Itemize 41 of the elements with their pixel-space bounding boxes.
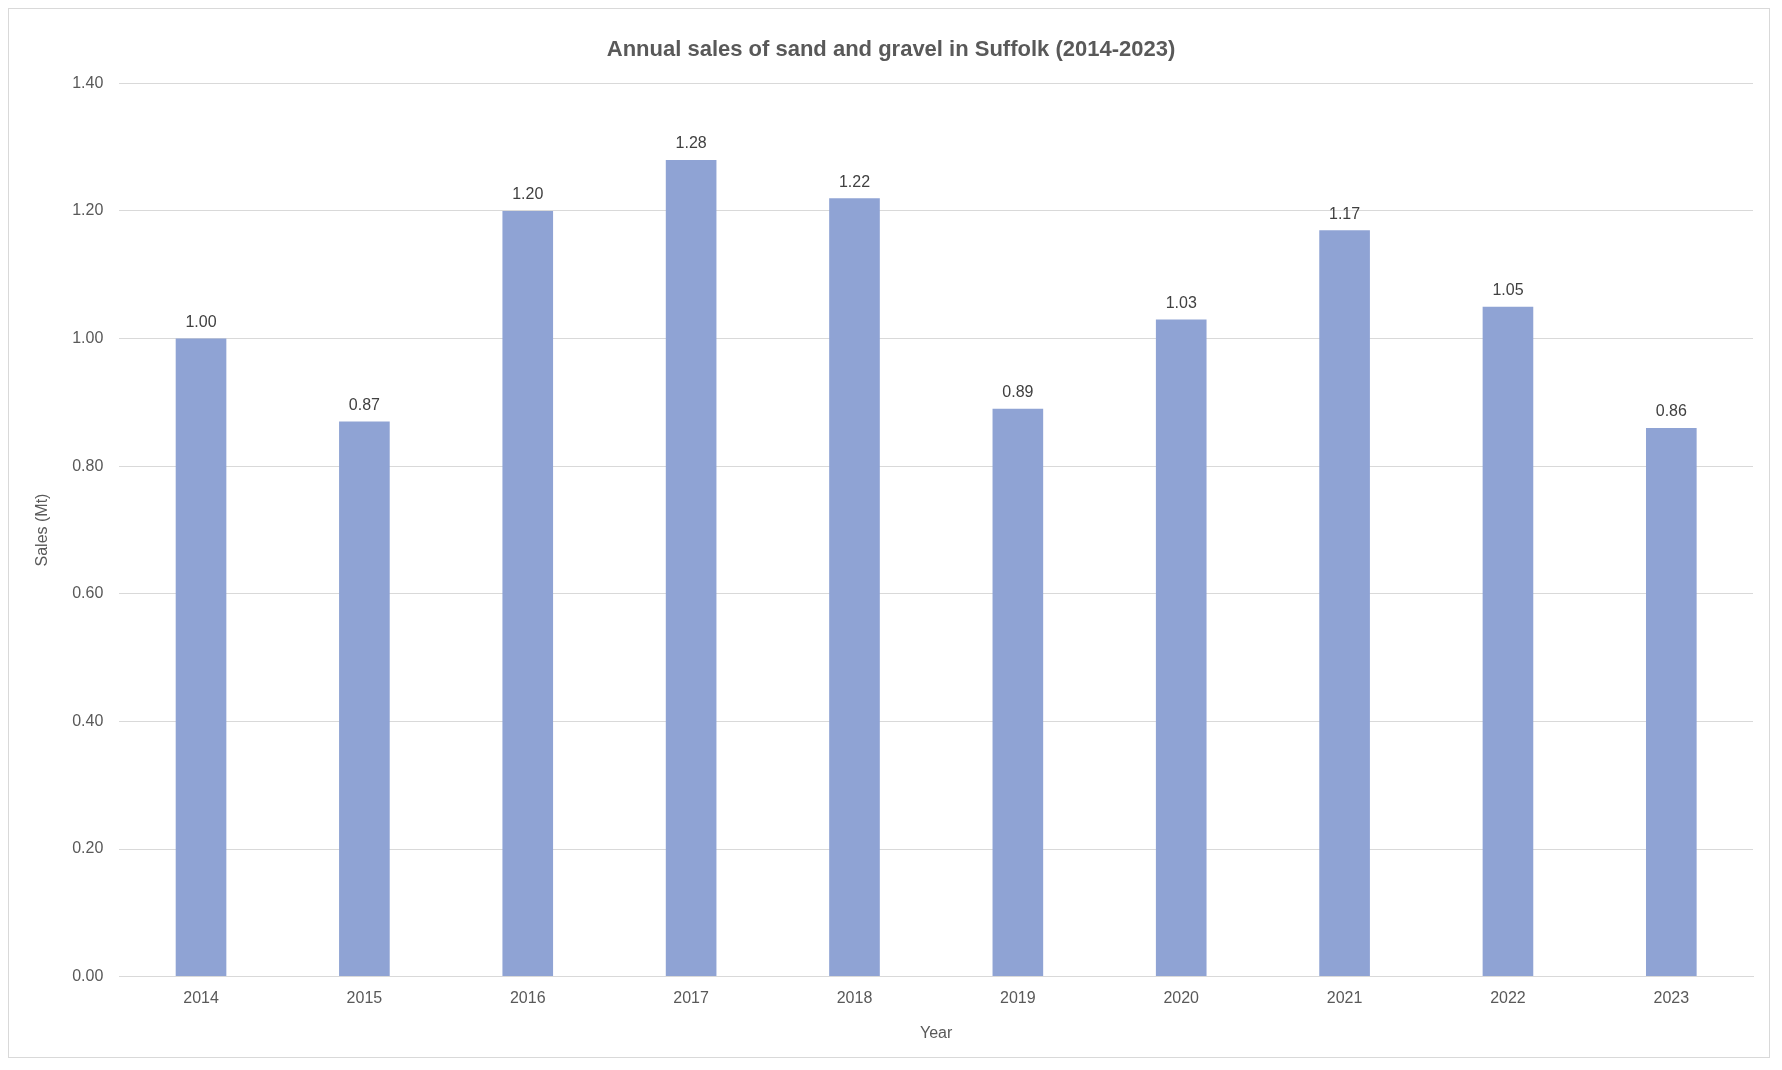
x-tick-label: 2016 (509, 988, 546, 1006)
x-tick-label: 2022 (1490, 988, 1526, 1006)
data-label: 1.00 (185, 313, 217, 331)
bar (1646, 427, 1697, 977)
y-tick-label: 0.40 (72, 711, 104, 729)
x-tick-label: 2014 (183, 988, 219, 1006)
bar (1482, 306, 1534, 977)
chart-title: Annual sales of sand and gravel in Suffolk (2014-2023) (606, 36, 1176, 62)
data-label: 1.17 (1329, 204, 1361, 222)
x-tick-label: 2023 (1653, 988, 1690, 1006)
bar (992, 408, 1044, 977)
data-label: 1.20 (512, 185, 544, 203)
bar (339, 421, 390, 977)
y-tick-label: 0.60 (72, 584, 104, 602)
y-tick-label: 0.20 (72, 839, 104, 857)
data-label: 0.87 (348, 395, 381, 413)
x-tick-label: 2021 (1326, 988, 1363, 1006)
bar (1319, 230, 1370, 977)
x-axis-title: Year (920, 1023, 954, 1041)
data-label: 0.89 (1002, 383, 1034, 401)
data-label: 1.28 (675, 134, 707, 152)
y-axis-title: Sales (Mt) (33, 493, 51, 567)
x-tick-label: 2020 (1163, 988, 1200, 1006)
y-tick-label: 1.00 (72, 329, 104, 347)
y-tick-label: 1.40 (72, 73, 104, 91)
x-tick-label: 2015 (346, 988, 383, 1006)
data-label: 1.22 (838, 172, 871, 190)
data-label: 1.05 (1492, 281, 1524, 299)
bar (829, 198, 880, 977)
bar (175, 338, 227, 977)
x-tick-label: 2017 (673, 988, 710, 1006)
bar (502, 211, 554, 977)
y-tick-label: 0.00 (72, 967, 104, 985)
bar (665, 159, 717, 977)
x-tick-label: 2019 (1000, 988, 1036, 1006)
data-label: 0.86 (1655, 402, 1687, 420)
bar (1155, 319, 1207, 977)
data-label: 1.03 (1165, 293, 1197, 311)
x-tick-label: 2018 (836, 988, 873, 1006)
y-tick-label: 0.80 (72, 456, 104, 474)
y-tick-label: 1.20 (72, 201, 104, 219)
